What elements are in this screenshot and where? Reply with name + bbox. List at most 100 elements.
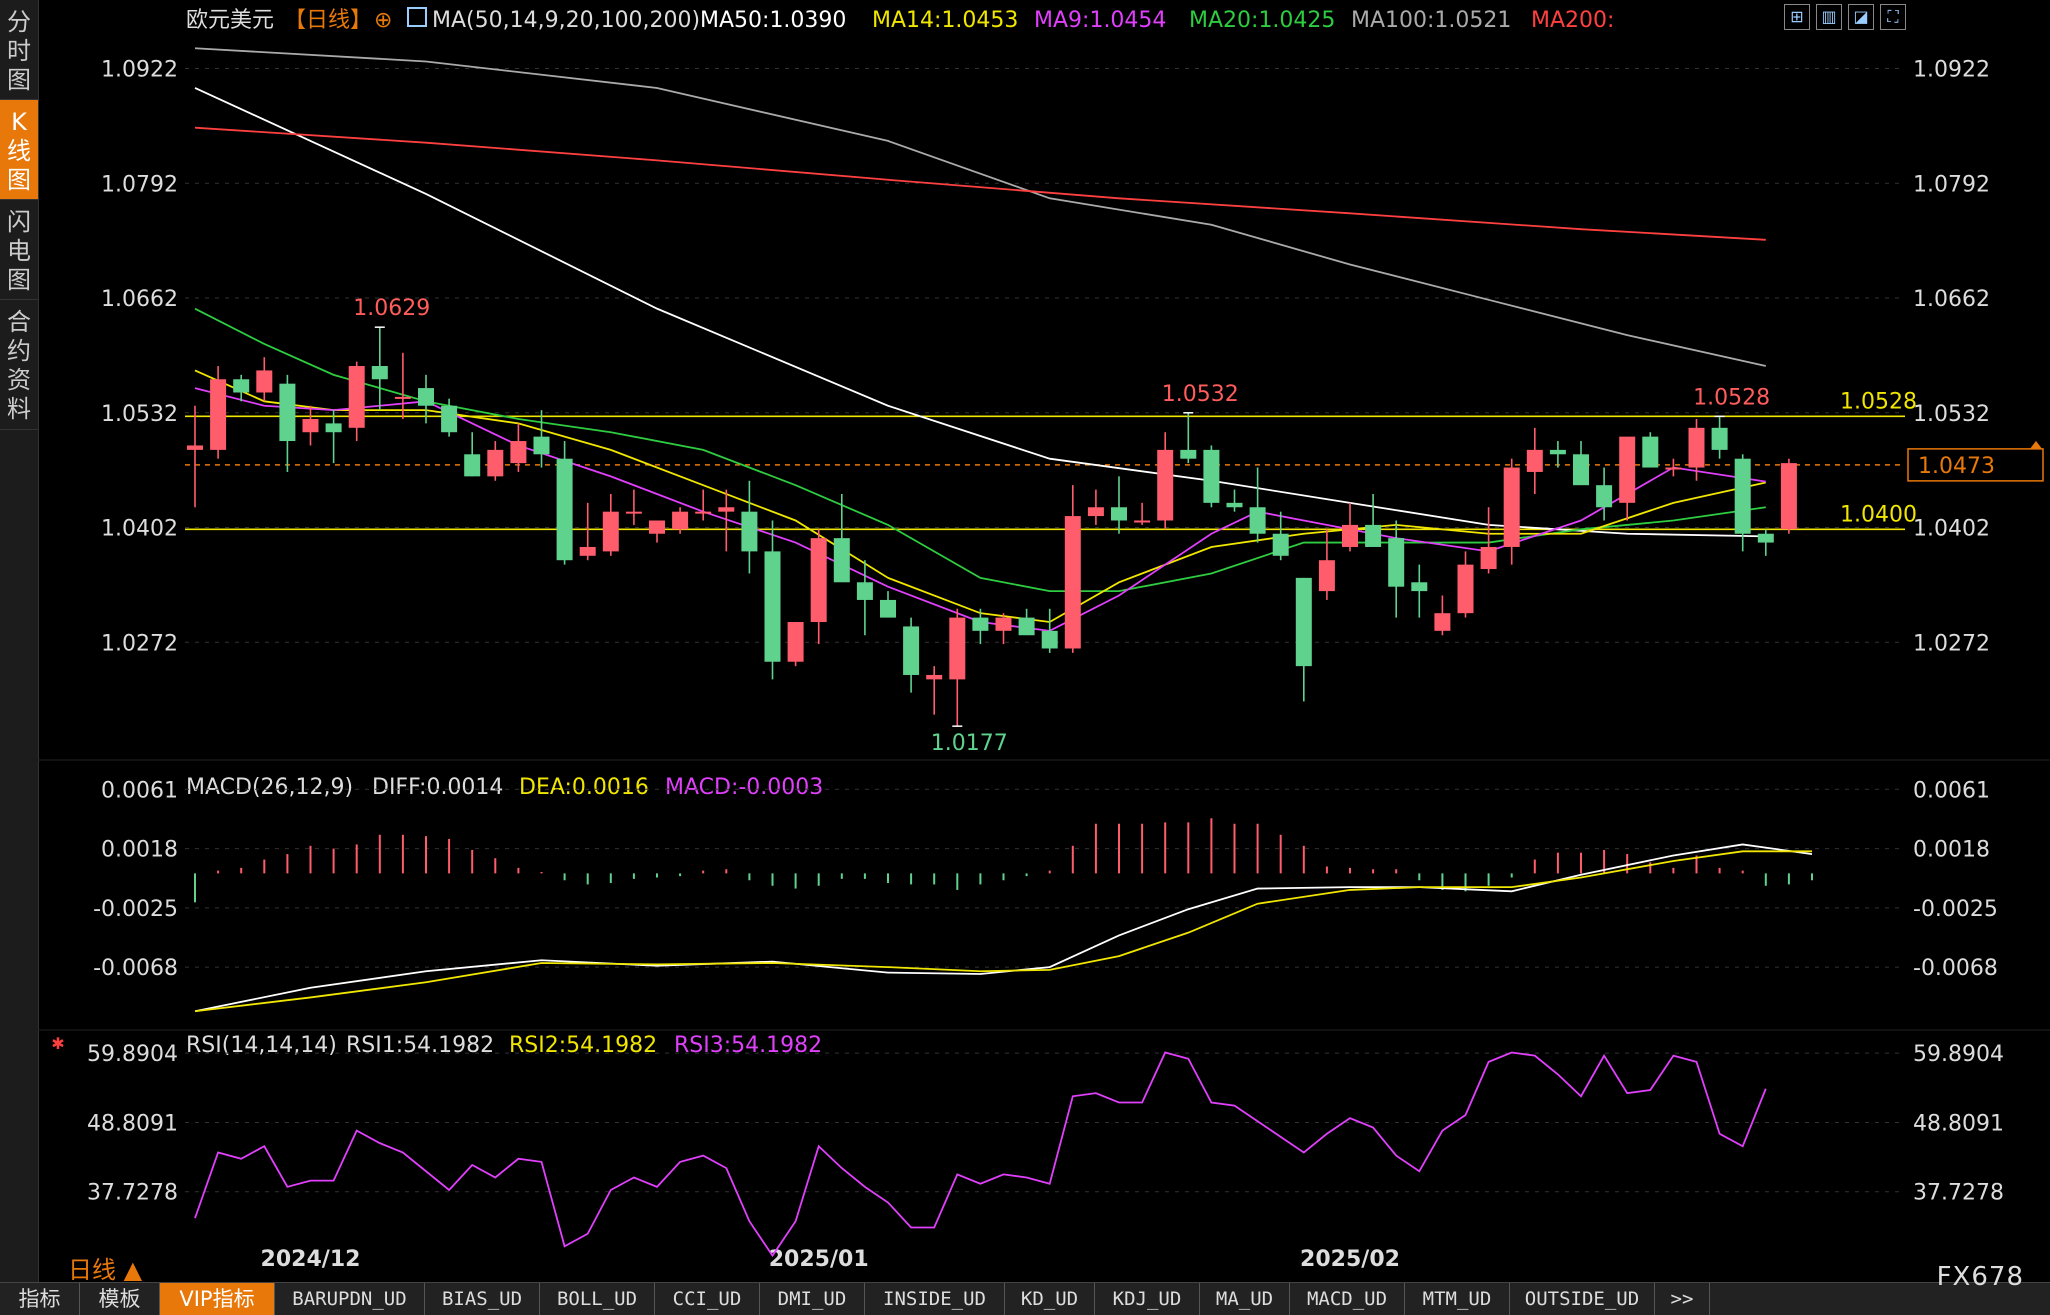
indicator-tab-bar: 指标 模板 VIP指标 BARUPDN_UD BIAS_UD BOLL_UD CCI_UD D… <box>0 1282 2050 1315</box>
indicator-tab-1[interactable]: 模板 <box>80 1283 160 1315</box>
chart-icon[interactable]: ◪ <box>1848 4 1874 30</box>
rsi-tick-right: 59.8904 <box>1913 1042 2004 1067</box>
x-axis-label: 2025/02 <box>1300 1247 1400 1272</box>
candle-body <box>325 423 342 433</box>
sidebar-tab-0[interactable]: 分 时 图 <box>0 0 38 100</box>
ma-value-5: MA200: <box>1531 8 1614 33</box>
candle-body <box>1549 449 1566 455</box>
indicator-tab-7[interactable]: DMI_UD <box>760 1283 865 1315</box>
candle-body <box>903 626 920 675</box>
rsi-legend-0: RSI(14,14,14) <box>186 1033 337 1058</box>
hline-label-1: 1.0400 <box>1840 502 1917 527</box>
candle-body <box>856 582 873 600</box>
candle-body <box>787 622 804 662</box>
y-tick-right: 1.0402 <box>1913 517 1990 542</box>
candle-body <box>1018 617 1035 636</box>
y-tick-left: 1.0272 <box>101 631 178 656</box>
x-axis-label: 2025/01 <box>769 1247 869 1272</box>
y-tick-left: 1.0792 <box>101 172 178 197</box>
candle-body <box>810 538 827 623</box>
x-axis-label: 2024/12 <box>261 1247 361 1272</box>
chart-area[interactable]: 欧元美元 【日线】 ⊕ MA(50,14,9,20,100,200) MA50:1.03… <box>38 0 2050 1282</box>
indicator-tab-9[interactable]: KD_UD <box>1005 1283 1095 1315</box>
grid-icon[interactable]: ⊞ <box>1784 4 1810 30</box>
macd-tick-left: 0.0061 <box>101 778 178 803</box>
candle-body <box>1157 449 1174 521</box>
candle-body <box>1064 516 1081 649</box>
candle-body <box>1041 630 1058 649</box>
symbol-name: 欧元美元 <box>186 8 274 33</box>
ma-value-4: MA100:1.0521 <box>1351 8 1511 33</box>
sidebar-tab-2[interactable]: 闪 电 图 <box>0 200 38 300</box>
candle-body <box>1619 436 1636 503</box>
candle-body <box>1087 507 1104 517</box>
indicator-tab-0[interactable]: 指标 <box>0 1283 80 1315</box>
candle-body <box>1111 507 1127 521</box>
candle-body <box>1596 485 1613 508</box>
candle-body <box>1388 538 1405 587</box>
candle-body <box>1573 454 1589 486</box>
candle-body <box>1642 436 1659 468</box>
indicator-tab-5[interactable]: BOLL_UD <box>540 1283 655 1315</box>
rsi-legend-2: RSI2:54.1982 <box>509 1033 657 1058</box>
macd-tick-left: -0.0025 <box>93 897 178 922</box>
candle-body <box>441 405 458 433</box>
candle-body <box>926 674 943 680</box>
macd-legend-3: MACD:-0.0003 <box>665 775 823 800</box>
candle-body <box>1434 613 1451 631</box>
candle-body <box>418 388 434 406</box>
candle-body <box>464 454 481 477</box>
candle-body <box>1249 507 1266 534</box>
period-label[interactable]: 日线 ▲ <box>68 1256 143 1284</box>
ma-line-ma20 <box>194 307 1766 593</box>
candle-body <box>579 546 596 556</box>
candle-body <box>649 520 665 534</box>
y-tick-right: 1.0532 <box>1913 402 1990 427</box>
y-tick-left: 1.0922 <box>101 58 178 83</box>
fullscreen-icon[interactable]: ⛶ <box>1880 4 1906 30</box>
candle-body <box>394 396 411 399</box>
indicator-tab-2[interactable]: VIP指标 <box>160 1283 275 1315</box>
sidebar-tab-3[interactable]: 合 约 资 料 <box>0 300 38 430</box>
rsi-legend-1: RSI1:54.1982 <box>346 1033 494 1058</box>
candle-body <box>602 511 619 552</box>
indicator-tab-15[interactable]: >> <box>1655 1283 1710 1315</box>
indicator-tab-13[interactable]: MTM_UD <box>1405 1283 1510 1315</box>
indicator-tab-4[interactable]: BIAS_UD <box>425 1283 540 1315</box>
y-tick-right: 1.0662 <box>1913 287 1990 312</box>
indicator-tab-6[interactable]: CCI_UD <box>655 1283 760 1315</box>
candle-body <box>880 599 896 618</box>
candle-body <box>187 445 203 450</box>
indicator-tab-8[interactable]: INSIDE_UD <box>865 1283 1005 1315</box>
annotation-label-1: 1.0532 <box>1162 382 1239 407</box>
indicator-tab-12[interactable]: MACD_UD <box>1290 1283 1405 1315</box>
candle-body <box>1757 533 1774 543</box>
y-tick-left: 1.0662 <box>101 287 178 312</box>
indicator-tab-3[interactable]: BARUPDN_UD <box>275 1283 425 1315</box>
indicator-tab-10[interactable]: KDJ_UD <box>1095 1283 1200 1315</box>
macd-diff-line <box>194 843 1813 1013</box>
rsi-tick-left: 59.8904 <box>87 1042 178 1067</box>
candle-body <box>1688 427 1705 468</box>
candle-body <box>1318 560 1335 592</box>
indicator-tab-11[interactable]: MA_UD <box>1200 1283 1290 1315</box>
y-tick-right: 1.0272 <box>1913 631 1990 656</box>
annotation-label-0: 1.0629 <box>353 296 430 321</box>
watermark: FX678 <box>1936 1262 2024 1292</box>
candle-body <box>1411 582 1428 592</box>
candle-body <box>1711 427 1728 450</box>
candle-body <box>1665 467 1682 470</box>
macd-tick-left: -0.0068 <box>93 956 178 981</box>
candle-body <box>1226 502 1243 508</box>
candle-body <box>1272 533 1289 556</box>
macd-legend-1: DIFF:0.0014 <box>372 775 503 800</box>
candle-body <box>833 538 850 583</box>
ma-line-ma100 <box>194 47 1766 367</box>
ma-line-ma14 <box>194 369 1766 623</box>
hline-label-0: 1.0528 <box>1840 389 1917 414</box>
sidebar-tab-1[interactable]: K 线 图 <box>0 100 38 200</box>
split-icon[interactable]: ▥ <box>1816 4 1842 30</box>
ma-params: MA(50,14,9,20,100,200) <box>432 8 700 33</box>
indicator-tab-14[interactable]: OUTSIDE_UD <box>1510 1283 1655 1315</box>
